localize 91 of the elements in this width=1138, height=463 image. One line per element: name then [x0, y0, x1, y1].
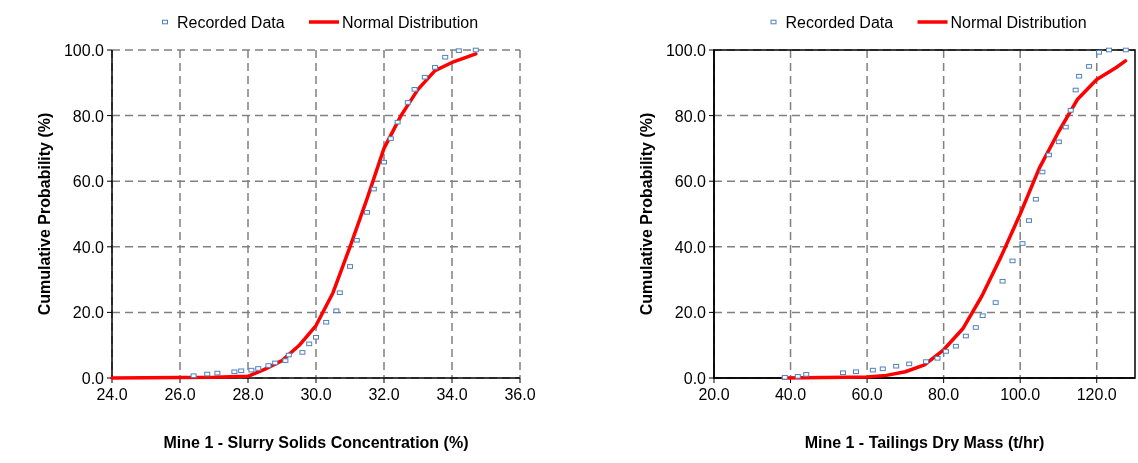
point	[214, 370, 221, 376]
point	[381, 159, 387, 165]
x-tick-label: 120.0	[1076, 386, 1117, 403]
point	[306, 341, 313, 347]
point	[794, 374, 801, 379]
point	[353, 237, 360, 243]
y-tick-label: 60.0	[674, 173, 707, 191]
x-axis-title: Mine 1 - Slurry Solids Concentration (%)	[163, 434, 469, 451]
point	[1019, 241, 1026, 246]
y-tick-label: 0.0	[81, 370, 105, 387]
x-tick-label: 30.0	[300, 386, 332, 403]
point	[1039, 169, 1046, 175]
point	[942, 349, 949, 354]
point	[204, 371, 211, 377]
y-tick-label: 40.0	[72, 238, 105, 256]
y-axis-title: Cumulative Probability (%)	[638, 112, 655, 316]
legend-label: Recorded Data	[785, 14, 894, 31]
x-tick-label: 20.0	[698, 386, 730, 403]
point	[387, 136, 394, 141]
point	[1032, 196, 1039, 202]
point	[803, 372, 810, 377]
point	[238, 368, 245, 374]
point	[455, 48, 462, 53]
point	[1055, 139, 1062, 145]
point	[934, 356, 941, 361]
point	[272, 360, 279, 366]
x-axis-title: Mine 1 - Tailings Dry Mass (t/hr)	[804, 434, 1045, 451]
y-tick-label: 100.0	[63, 42, 105, 59]
point	[879, 366, 886, 372]
point	[781, 375, 788, 380]
y-axis-title: Cumulative Probability (%)	[36, 112, 53, 316]
x-tick-label: 60.0	[851, 386, 883, 403]
point	[1067, 108, 1074, 113]
x-tick-label: 26.0	[164, 386, 196, 403]
point	[282, 358, 289, 363]
point	[952, 343, 959, 349]
point	[893, 363, 900, 369]
y-tick-label: 100.0	[665, 42, 707, 59]
y-tick-label: 80.0	[72, 107, 105, 125]
point	[442, 54, 449, 60]
y-tick-label: 0.0	[683, 370, 707, 387]
point	[248, 367, 255, 373]
point	[992, 300, 999, 305]
x-tick-label: 80.0	[928, 386, 960, 403]
x-tick-label: 100.0	[1000, 386, 1041, 403]
point	[323, 319, 330, 325]
x-tick-label: 40.0	[774, 386, 807, 403]
point	[333, 308, 340, 314]
legend-label: Normal Distribution	[342, 14, 479, 31]
point	[979, 313, 986, 318]
point	[394, 119, 401, 125]
point	[313, 335, 319, 340]
point	[1009, 258, 1016, 264]
y-tick-label: 80.0	[674, 107, 707, 125]
legend-label: Normal Distribution	[950, 14, 1087, 31]
point	[411, 87, 418, 92]
point	[370, 186, 377, 192]
point	[972, 325, 979, 330]
point	[1096, 50, 1103, 55]
x-tick-label: 34.0	[436, 386, 468, 403]
point	[1025, 218, 1032, 223]
point	[906, 361, 913, 367]
point	[1086, 64, 1093, 69]
legend-label: Recorded Data	[177, 14, 285, 31]
point	[231, 369, 238, 375]
y-tick-label: 60.0	[72, 173, 105, 191]
point	[255, 366, 262, 371]
x-tick-label: 32.0	[368, 386, 400, 403]
point	[299, 350, 306, 355]
y-tick-label: 20.0	[674, 304, 707, 322]
x-tick-label: 24.0	[96, 386, 128, 403]
point	[404, 100, 411, 105]
point	[265, 363, 272, 368]
point	[421, 74, 428, 80]
point	[190, 373, 197, 378]
point	[347, 264, 353, 269]
y-tick-label: 40.0	[674, 238, 707, 256]
point	[852, 369, 859, 375]
point	[1076, 73, 1083, 79]
point	[999, 278, 1006, 284]
x-tick-label: 28.0	[232, 386, 264, 403]
point	[869, 367, 876, 373]
point	[923, 359, 930, 364]
point	[336, 290, 343, 296]
x-tick-label: 36.0	[504, 386, 536, 403]
point	[839, 370, 846, 376]
point	[364, 210, 370, 215]
line-series	[781, 59, 1128, 380]
point	[1062, 124, 1069, 130]
y-tick-label: 20.0	[72, 304, 105, 322]
point	[432, 65, 438, 70]
